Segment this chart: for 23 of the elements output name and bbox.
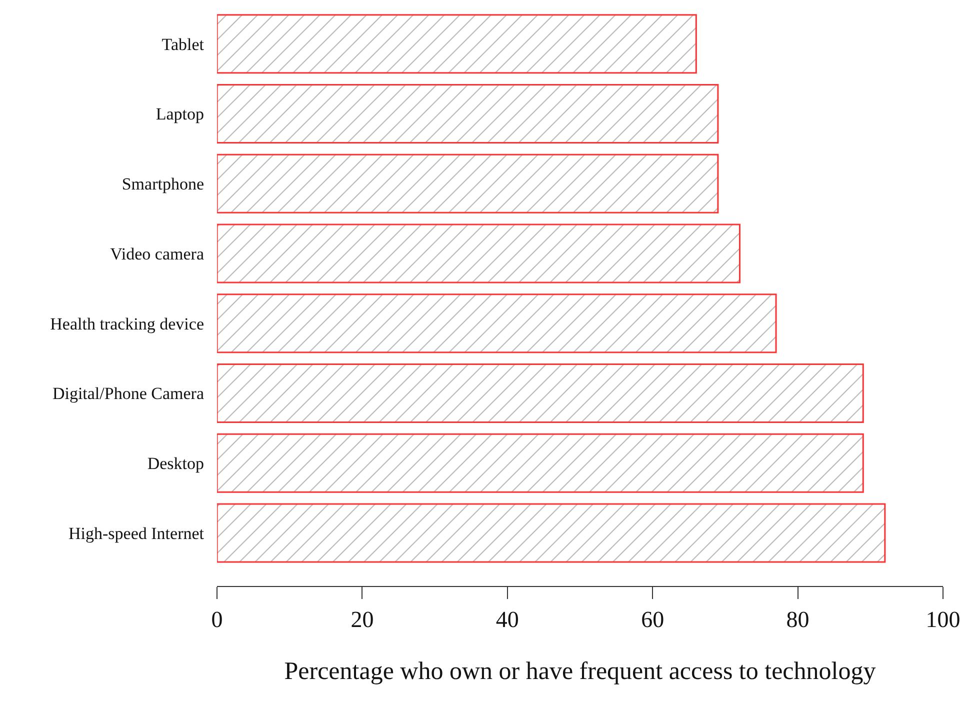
bar <box>217 294 777 354</box>
y-tick-label: Smartphone <box>122 174 204 194</box>
y-tick-label: Video camera <box>110 244 204 264</box>
x-tick-label: 40 <box>496 606 519 632</box>
y-tick-label: Health tracking device <box>50 314 204 334</box>
bar <box>217 84 719 144</box>
y-tick-label: High-speed Internet <box>68 524 204 543</box>
y-tick-label: Digital/Phone Camera <box>52 384 204 404</box>
bar <box>217 363 864 423</box>
y-tick-label: Desktop <box>147 454 204 474</box>
x-tick-label: 0 <box>211 606 223 632</box>
x-tick-label: 20 <box>350 606 374 632</box>
x-tick-label: 60 <box>641 606 664 632</box>
x-tick-label: 100 <box>926 606 960 632</box>
bar <box>217 154 719 214</box>
y-tick-label: Laptop <box>156 104 204 124</box>
bar <box>217 14 697 74</box>
bar <box>217 224 740 284</box>
x-axis-title: Percentage who own or have frequent access to technology <box>284 658 876 685</box>
x-tick-label: 80 <box>786 606 810 632</box>
bar <box>217 433 864 493</box>
bar <box>217 503 886 563</box>
y-tick-label: Tablet <box>162 34 204 54</box>
